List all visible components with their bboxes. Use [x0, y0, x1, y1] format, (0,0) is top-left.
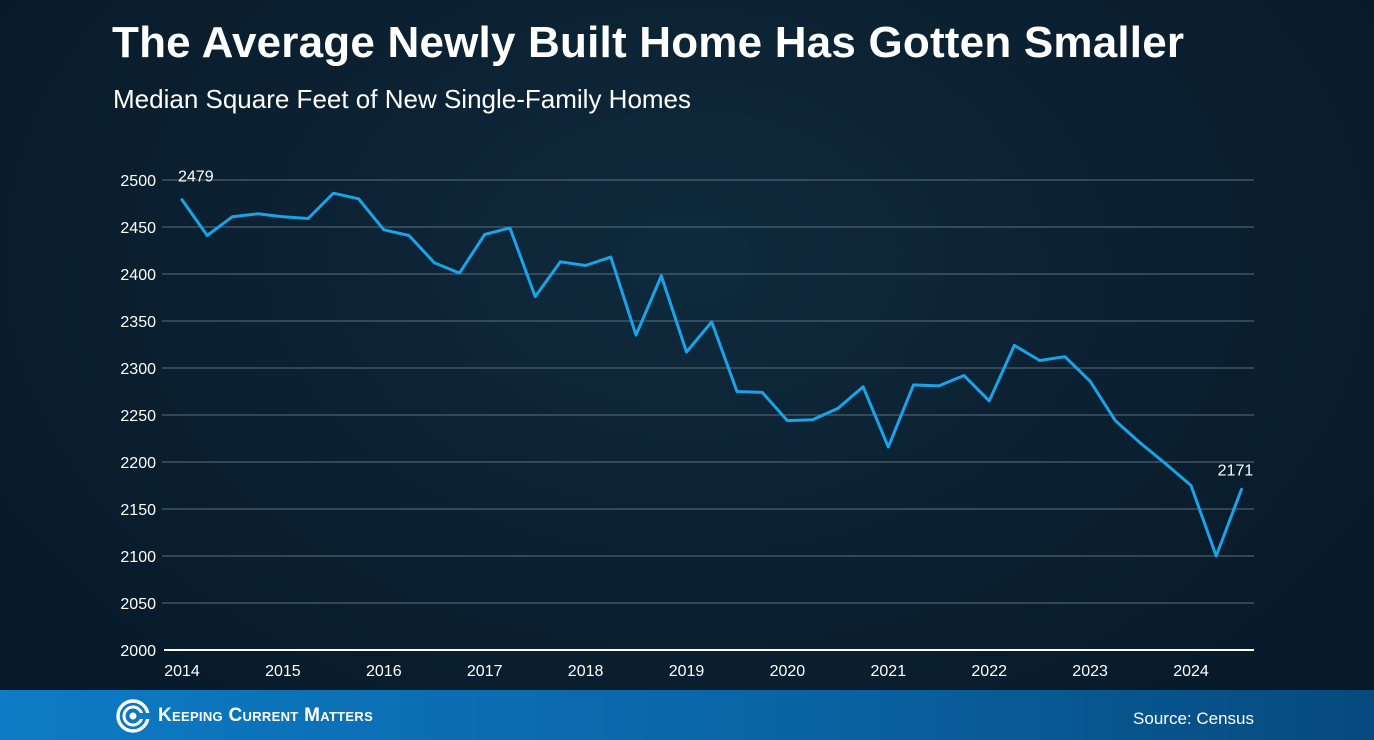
x-tick-label: 2020 [770, 663, 806, 680]
chart-subtitle: Median Square Feet of New Single-Family … [113, 84, 692, 114]
y-tick-label: 2000 [120, 643, 156, 660]
y-tick-label: 2500 [120, 173, 156, 190]
footer-bar: Keeping Current Matters Source: Census [0, 690, 1374, 740]
x-tick-label: 2015 [265, 663, 301, 680]
gridlines [162, 179, 1254, 651]
y-axis-ticks: 2000 2050 2100 2150 2200 2250 2300 2350 2400 2450… [120, 173, 156, 660]
data-label: 2479 [178, 169, 214, 186]
y-tick-label: 2100 [120, 549, 156, 566]
x-tick-label: 2016 [366, 663, 402, 680]
line-chart: 2000 2050 2100 2150 2200 2250 2300 2350 2400 2450… [120, 169, 1254, 680]
x-tick-label: 2024 [1173, 663, 1209, 680]
brand-logo: Keeping Current Matters [116, 699, 374, 733]
x-tick-label: 2014 [164, 663, 200, 680]
x-tick-label: 2019 [669, 663, 705, 680]
x-tick-label: 2022 [971, 663, 1007, 680]
y-tick-label: 2050 [120, 596, 156, 613]
series-line-layer [180, 191, 1243, 558]
series-line [180, 191, 1243, 558]
source-note: Source: Census [1133, 709, 1254, 728]
y-tick-label: 2350 [120, 314, 156, 331]
data-label: 2171 [1218, 462, 1254, 479]
x-tick-label: 2017 [467, 663, 503, 680]
y-tick-label: 2400 [120, 267, 156, 284]
x-axis-ticks: 2014 2015 2016 2017 2018 2019 2020 2021 2022 2023… [164, 663, 1209, 680]
x-tick-label: 2021 [871, 663, 907, 680]
y-tick-label: 2450 [120, 220, 156, 237]
annotations: 2479 2171 [178, 169, 1253, 480]
y-tick-label: 2300 [120, 361, 156, 378]
y-tick-label: 2250 [120, 408, 156, 425]
chart-title: The Average Newly Built Home Has Gotten … [112, 18, 1185, 67]
brand-name: Keeping Current Matters [158, 705, 374, 726]
y-tick-label: 2200 [120, 455, 156, 472]
kcm-logo-icon [116, 699, 150, 733]
y-tick-label: 2150 [120, 502, 156, 519]
x-tick-label: 2023 [1072, 663, 1108, 680]
x-tick-label: 2018 [568, 663, 604, 680]
